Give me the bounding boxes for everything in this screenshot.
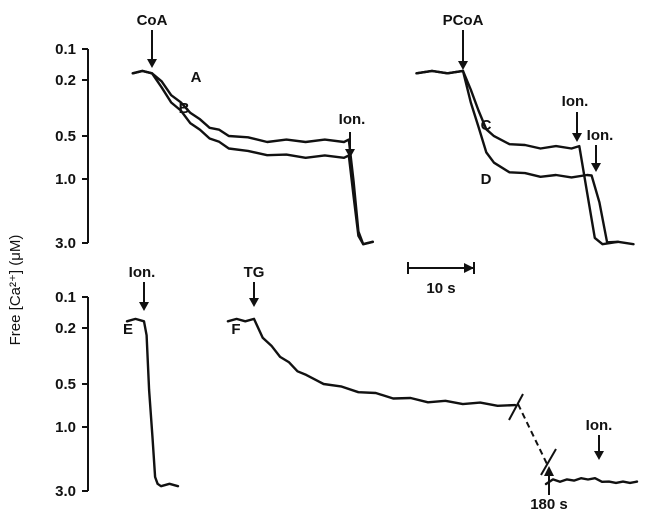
bottom-tick-label-0.5: 0.5 — [55, 376, 76, 393]
addition-label-ion-d: Ion. — [587, 127, 614, 144]
addition-arrow-ion-ab-head — [345, 149, 355, 158]
break-arrow-head — [544, 466, 554, 476]
trace-D — [415, 69, 635, 246]
series-label-F: F — [231, 321, 240, 338]
addition-arrow-ion-c-head — [572, 133, 582, 142]
addition-arrow-ion-d-head — [591, 163, 601, 172]
trace-B — [131, 69, 374, 246]
time-break-label: 180 s — [530, 496, 568, 512]
trace-F-after-break — [544, 477, 639, 486]
series-label-B: B — [179, 100, 190, 117]
trace-F — [226, 317, 517, 407]
trace-A — [131, 69, 374, 246]
break-mark-right — [540, 448, 557, 476]
addition-arrow-coa-head — [147, 59, 157, 68]
addition-label-ion-e: Ion. — [129, 264, 156, 281]
scale-bar-label: 10 s — [426, 280, 455, 297]
addition-arrow-tg-head — [249, 298, 259, 307]
break-dashed-connector — [517, 403, 548, 465]
addition-label-pcoa: PCoA — [443, 12, 484, 29]
addition-label-ion-f: Ion. — [586, 417, 613, 434]
scale-bar-arrowhead — [464, 263, 474, 273]
series-label-D: D — [481, 171, 492, 188]
series-label-A: A — [191, 69, 202, 86]
top-tick-label-0.1: 0.1 — [55, 41, 76, 58]
bottom-tick-label-0.1: 0.1 — [55, 289, 76, 306]
addition-label-ion-c: Ion. — [562, 93, 589, 110]
addition-label-tg: TG — [244, 264, 265, 281]
bottom-tick-label-3.0: 3.0 — [55, 483, 76, 500]
addition-arrow-ion-e-head — [139, 302, 149, 311]
top-tick-label-0.2: 0.2 — [55, 72, 76, 89]
addition-label-coa: CoA — [137, 12, 168, 29]
y-axis-label: Free [Ca²⁺] (μM) — [7, 235, 24, 346]
top-tick-label-1.0: 1.0 — [55, 171, 76, 188]
series-label-C: C — [481, 117, 492, 134]
bottom-tick-label-0.2: 0.2 — [55, 320, 76, 337]
break-mark-left — [508, 393, 524, 421]
series-label-E: E — [123, 321, 133, 338]
trace-E — [125, 317, 180, 488]
top-tick-label-3.0: 3.0 — [55, 235, 76, 252]
addition-arrow-ion-f-head — [594, 451, 604, 460]
top-tick-label-0.5: 0.5 — [55, 128, 76, 145]
addition-arrow-pcoa-head — [458, 61, 468, 70]
bottom-tick-label-1.0: 1.0 — [55, 419, 76, 436]
addition-label-ion-ab: Ion. — [339, 111, 366, 128]
